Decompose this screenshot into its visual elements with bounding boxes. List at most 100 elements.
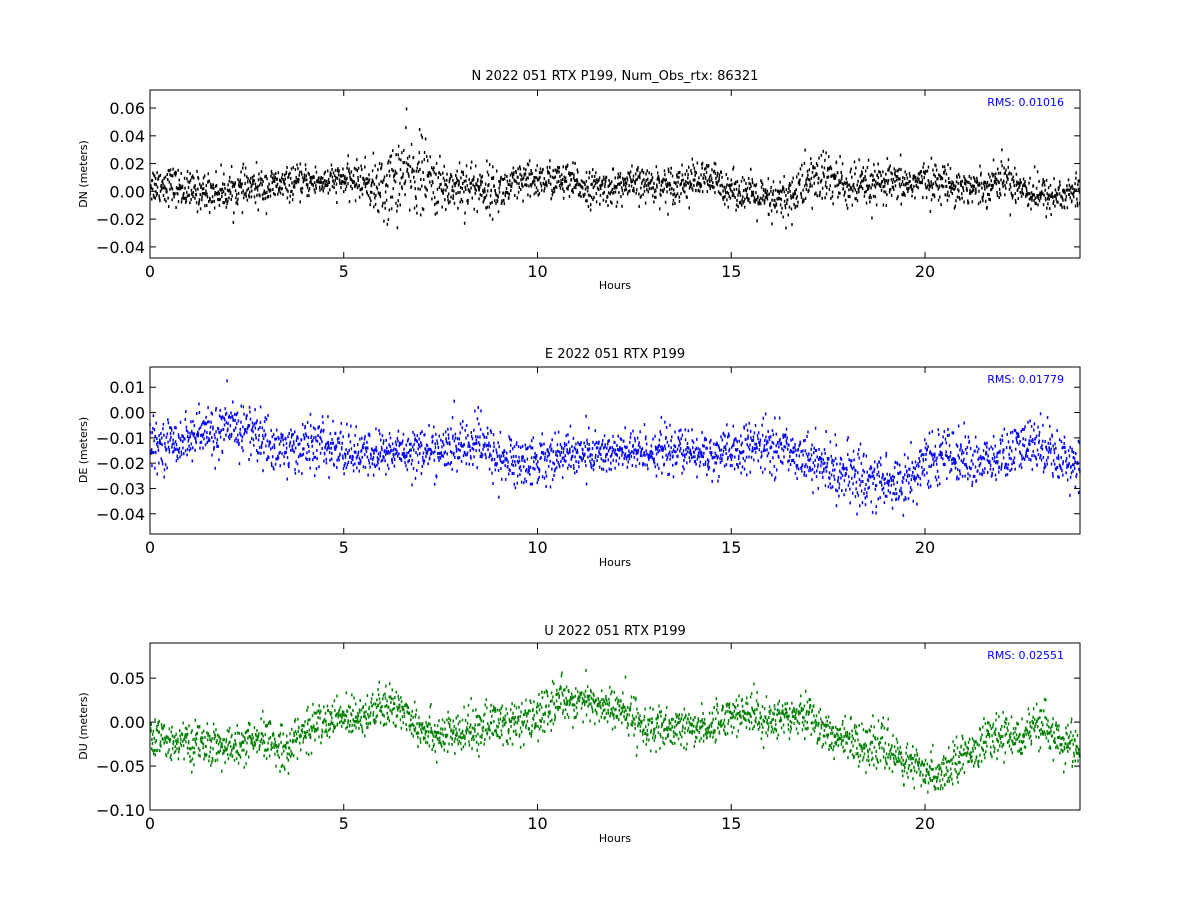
north-data-point	[1028, 197, 1031, 201]
east-data-point	[445, 439, 448, 443]
east-data-point	[409, 454, 412, 458]
north-data-point	[527, 176, 529, 180]
north-data-point	[234, 181, 237, 185]
north-data-point	[869, 200, 871, 204]
north-data-point	[463, 190, 465, 194]
north-data-point	[631, 164, 633, 168]
north-data-point	[908, 180, 910, 184]
east-data-point	[988, 447, 990, 451]
north-data-point	[855, 166, 857, 170]
east-data-point	[417, 461, 420, 465]
north-data-point	[224, 197, 227, 201]
east-data-point	[169, 438, 171, 442]
north-data-point	[1038, 199, 1041, 203]
north-data-point	[557, 166, 560, 170]
east-data-point	[617, 462, 620, 466]
east-data-point	[469, 445, 471, 449]
east-data-point	[168, 448, 171, 452]
east-data-point	[520, 480, 523, 484]
north-data-point	[1033, 193, 1036, 197]
east-data-point	[398, 456, 401, 460]
north-data-point	[413, 169, 415, 173]
east-data-point	[675, 461, 678, 465]
east-data-point	[380, 438, 382, 442]
north-data-point	[270, 169, 273, 173]
north-data-point	[1018, 185, 1020, 189]
east-data-point	[459, 422, 462, 426]
east-data-point	[372, 473, 375, 477]
east-data-point	[982, 456, 984, 460]
east-data-point	[712, 455, 714, 459]
north-data-point	[764, 190, 766, 194]
north-data-point	[540, 188, 543, 192]
north-data-point	[397, 199, 399, 203]
east-data-point	[611, 446, 613, 450]
east-data-point	[607, 458, 610, 462]
east-data-point	[552, 450, 555, 454]
east-data-point	[174, 440, 177, 444]
north-data-point	[152, 193, 155, 197]
north-data-point	[617, 182, 619, 186]
north-data-point	[391, 195, 394, 199]
north-data-point	[1053, 177, 1055, 181]
east-data-point	[724, 434, 726, 438]
north-data-point	[907, 182, 909, 186]
east-data-point	[572, 463, 575, 467]
east-data-point	[234, 418, 236, 422]
east-data-point	[641, 447, 644, 451]
north-data-point	[340, 186, 342, 190]
north-data-point	[337, 173, 340, 177]
east-data-point	[868, 485, 870, 489]
east-data-point	[723, 433, 725, 437]
north-data-point	[609, 182, 612, 186]
east-data-point	[378, 467, 381, 471]
north-data-point	[637, 166, 639, 170]
east-data-point	[507, 460, 509, 464]
north-data-point	[979, 164, 981, 168]
east-data-point	[907, 496, 910, 500]
east-data-point	[667, 473, 669, 477]
east-data-point	[519, 473, 521, 477]
north-data-point	[315, 187, 317, 191]
east-data-point	[663, 462, 665, 466]
north-data-point	[614, 176, 616, 180]
east-data-point	[613, 451, 616, 455]
north-data-point	[893, 167, 895, 171]
north-data-point	[972, 175, 975, 179]
north-data-point	[458, 182, 460, 186]
north-data-point	[396, 209, 398, 213]
east-data-point	[680, 428, 682, 432]
east-data-point	[281, 452, 283, 456]
north-data-point	[186, 177, 188, 181]
north-data-point	[172, 167, 174, 171]
east-data-point	[414, 476, 417, 480]
east-data-point	[844, 474, 846, 478]
north-data-point	[686, 195, 688, 199]
north-data-point	[554, 175, 557, 179]
east-data-point	[863, 492, 865, 496]
east-data-point	[669, 423, 671, 427]
east-data-point	[761, 423, 763, 427]
east-data-point	[830, 486, 832, 490]
east-data-point	[342, 467, 345, 471]
north-data-point	[180, 186, 182, 190]
north-data-point	[459, 190, 461, 194]
east-data-point	[792, 458, 795, 462]
north-data-point	[571, 188, 574, 192]
east-data-point	[153, 439, 155, 443]
north-data-point	[822, 171, 824, 175]
north-data-point	[1006, 174, 1008, 178]
east-data-point	[682, 449, 685, 453]
east-data-point	[547, 448, 549, 452]
north-data-point	[509, 183, 511, 187]
east-data-point	[455, 447, 458, 451]
east-data-point	[370, 456, 372, 460]
east-data-point	[331, 441, 334, 445]
north-data-point	[379, 191, 381, 195]
north-data-point	[875, 182, 878, 186]
east-data-point	[466, 453, 468, 457]
east-data-point	[174, 448, 177, 452]
north-data-point	[632, 178, 634, 182]
north-data-point	[658, 178, 660, 182]
north-data-point	[789, 189, 791, 193]
